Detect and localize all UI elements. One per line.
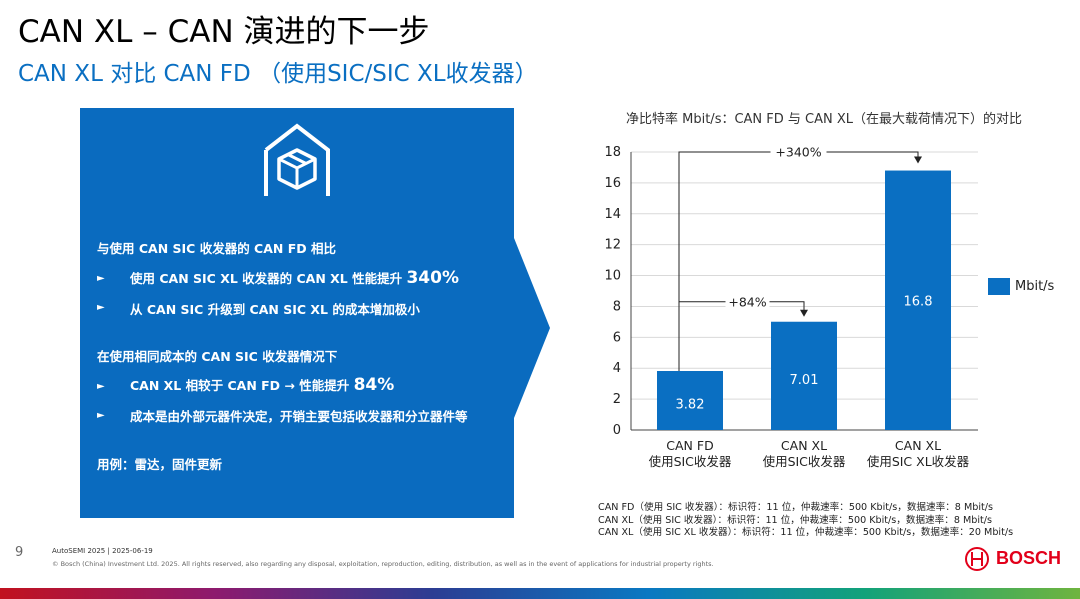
bullet-icon: ► <box>97 410 105 421</box>
slide-subtitle: CAN XL 对比 CAN FD （使用SIC/SIC XL收发器） <box>18 61 538 87</box>
x-category-label: CAN XL <box>781 438 827 453</box>
bar <box>885 170 951 430</box>
bullet-icon: ► <box>97 381 105 392</box>
section1-heading: 与使用 CAN SIC 收发器的 CAN FD 相比 <box>97 241 336 256</box>
y-tick-label: 4 <box>613 361 621 376</box>
copyright-text: © Bosch (China) Investment Ltd. 2025. Al… <box>52 560 714 568</box>
section1-bullet1: 使用 CAN SIC XL 收发器的 CAN XL 性能提升 340% <box>130 268 459 288</box>
legend-swatch <box>988 278 1010 295</box>
box-in-house-icon <box>264 123 330 196</box>
x-category-label: 使用SIC XL收发器 <box>867 454 970 469</box>
annotation-label: +84% <box>728 294 766 309</box>
page-number: 9 <box>15 545 24 560</box>
y-tick-label: 2 <box>613 392 621 407</box>
y-tick-label: 16 <box>604 176 621 191</box>
chart-title: 净比特率 Mbit/s：CAN FD 与 CAN XL（在最大载荷情况下）的对比 <box>626 112 1023 127</box>
data-label: 3.82 <box>676 398 705 413</box>
section1-bullet2: 从 CAN SIC 升级到 CAN SIC XL 的成本增加极小 <box>130 302 420 317</box>
section2-bullet2: 成本是由外部元器件决定，开销主要包括收发器和分立器件等 <box>130 409 468 424</box>
section2-bullet1: CAN XL 相较于 CAN FD → 性能提升 84% <box>130 375 395 395</box>
y-tick-label: 0 <box>613 423 621 438</box>
x-category-label: 使用SIC收发器 <box>649 454 732 469</box>
annotation-label-bg <box>770 144 827 160</box>
legend-label: Mbit/s <box>1015 279 1055 294</box>
brand-name: BOSCH <box>996 548 1062 568</box>
panel-arrow <box>514 238 550 418</box>
y-tick-label: 8 <box>613 299 621 314</box>
y-tick-label: 18 <box>604 145 621 160</box>
bullet-icon: ► <box>97 273 105 284</box>
y-tick-label: 10 <box>604 269 621 284</box>
event-label: AutoSEMI 2025 | 2025-06-19 <box>52 547 153 555</box>
annotation-arrowhead <box>800 309 808 317</box>
section2-heading: 在使用相同成本的 CAN SIC 收发器情况下 <box>97 349 338 364</box>
perf-84-value: 84% <box>353 375 395 395</box>
annotation-arrowhead <box>914 156 922 164</box>
footnote: CAN XL（使用 SIC XL 收发器）：标识符：11 位，仲裁速率：500 … <box>598 527 1014 538</box>
brand-color-bar <box>0 588 1080 599</box>
slide-title: CAN XL – CAN 演进的下一步 <box>18 14 430 50</box>
footnote: CAN FD（使用 SIC 收发器）：标识符：11 位，仲裁速率：500 Kbi… <box>598 502 993 513</box>
x-category-label: 使用SIC收发器 <box>763 454 846 469</box>
y-tick-label: 6 <box>613 330 621 345</box>
bosch-logo-icon <box>965 547 989 571</box>
bar <box>657 371 723 430</box>
x-category-label: CAN XL <box>895 438 941 453</box>
footnotes: CAN FD（使用 SIC 收发器）：标识符：11 位，仲裁速率：500 Kbi… <box>598 502 1013 540</box>
y-tick-label: 12 <box>604 238 621 253</box>
perf-340-value: 340% <box>406 268 459 288</box>
annotation-label-bg <box>725 293 770 310</box>
data-label: 16.8 <box>904 295 933 310</box>
data-label: 7.01 <box>790 373 819 388</box>
use-case: 用例：雷达，固件更新 <box>97 457 223 472</box>
bullet-icon: ► <box>97 302 105 313</box>
annotation-label: +340% <box>775 145 821 160</box>
y-tick-label: 14 <box>604 207 621 222</box>
bar <box>771 321 837 430</box>
footnote: CAN XL（使用 SIC 收发器）：标识符：11 位，仲裁速率：500 Kbi… <box>598 514 993 526</box>
x-category-label: CAN FD <box>666 438 713 453</box>
summary-panel: 与使用 CAN SIC 收发器的 CAN FD 相比 ► 使用 CAN SIC … <box>80 108 514 518</box>
